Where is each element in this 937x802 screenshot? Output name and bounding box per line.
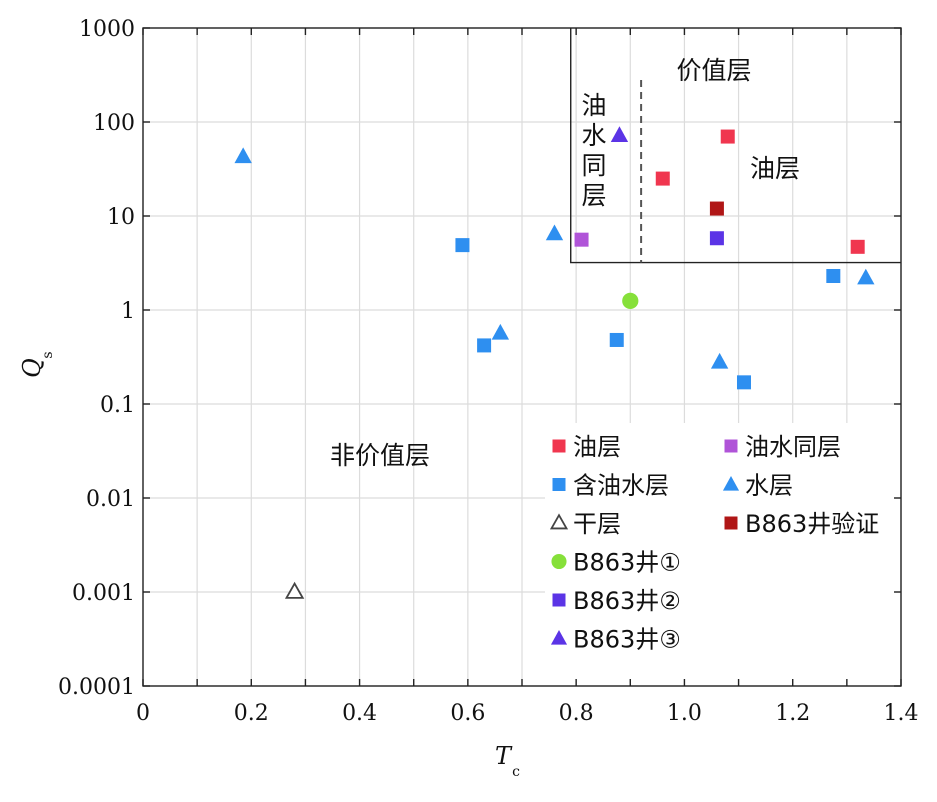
x-tick-label: 0.8 (559, 701, 594, 726)
data-point (455, 238, 470, 253)
legend-marker (722, 476, 740, 491)
data-point (736, 375, 751, 390)
data-point (655, 171, 670, 186)
legend-label: 干层 (573, 510, 621, 538)
x-tick-label: 1.2 (775, 701, 810, 726)
y-axis-label-group: Qs (18, 351, 56, 377)
data-point (234, 147, 252, 164)
legend-label: 水层 (745, 472, 793, 500)
oil-water-label-char: 水 (581, 121, 606, 150)
data-point (622, 292, 639, 310)
x-tick-label: 0.4 (342, 701, 377, 726)
region-overlays (545, 28, 901, 680)
y-tick-label: 0.0001 (58, 675, 135, 700)
legend-label: B863井② (573, 587, 681, 615)
legend-label: 含油水层 (573, 472, 669, 500)
y-tick-label: 1 (121, 299, 135, 324)
y-tick-label: 0.01 (86, 487, 135, 512)
oil-water-label-char: 层 (581, 181, 606, 210)
legend-marker (724, 439, 738, 453)
y-tick-label: 0.001 (72, 581, 135, 606)
legend-background (545, 423, 895, 680)
oil-water-label-char: 同 (581, 151, 606, 180)
legend-label: 油层 (573, 433, 621, 461)
data-point (609, 332, 624, 347)
data-point (720, 129, 735, 144)
data-point (709, 231, 724, 246)
legend-label: B863井③ (573, 626, 681, 654)
data-point (477, 338, 492, 353)
data-point (850, 239, 865, 254)
legend-marker (552, 478, 566, 491)
y-axis-label-subscript: s (40, 351, 56, 358)
oil-layer-label: 油层 (750, 154, 800, 183)
legend-marker (552, 593, 566, 607)
data-point (610, 126, 629, 143)
legend-marker (552, 439, 566, 453)
y-tick-label: 0.1 (100, 393, 135, 418)
legend-marker (551, 553, 567, 570)
axes: 0 0.2 0.4 0.6 0.8 1.0 1.2 1.4 0.0001 0.001 0.01 0.1… (18, 17, 919, 780)
data-point (710, 352, 729, 369)
y-axis-label: Q (18, 358, 46, 378)
y-tick-label: 100 (93, 111, 135, 136)
x-axis-label: T (495, 742, 513, 770)
legend-marker (549, 513, 569, 530)
data-point (709, 201, 724, 216)
data-points (234, 126, 875, 599)
non-pay-zone-label: 非价值层 (330, 441, 430, 470)
x-axis-label-subscript: c (512, 764, 520, 780)
x-tick-label: 0 (136, 701, 150, 726)
pay-zone-boundary (570, 28, 901, 264)
data-point (491, 323, 510, 340)
data-point (545, 224, 564, 241)
legend-marker (724, 516, 738, 530)
x-tick-label: 1.0 (667, 701, 702, 726)
data-point (826, 268, 841, 283)
legend-label: B863井验证 (745, 510, 879, 538)
pay-zone-label: 价值层 (676, 56, 751, 85)
y-tick-label: 1000 (79, 17, 135, 42)
data-point (574, 232, 589, 247)
y-tick-label: 10 (107, 205, 135, 230)
legend-marker (550, 630, 568, 645)
oil-water-label-char: 油 (581, 91, 606, 120)
x-tick-label: 0.6 (450, 701, 485, 726)
x-tick-label: 1.4 (884, 701, 919, 726)
legend-label: B863井① (573, 549, 681, 577)
x-tick-label: 0.2 (234, 701, 269, 726)
data-point (284, 581, 305, 599)
data-point (857, 268, 875, 285)
legend-label: 油水同层 (745, 433, 841, 461)
